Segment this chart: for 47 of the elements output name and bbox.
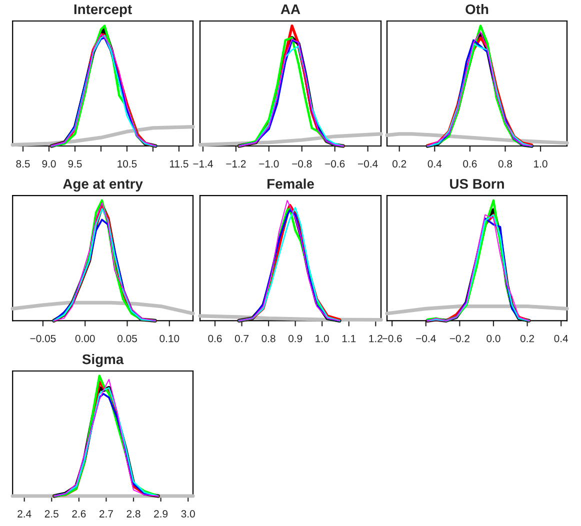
x-tick-label: −0.6 bbox=[382, 334, 402, 342]
x-tick-label: 1.2 bbox=[369, 334, 382, 342]
x-tick-label: 1.0 bbox=[534, 160, 548, 168]
x-tick-label: 2.9 bbox=[154, 510, 168, 518]
x-tick-label: 2.8 bbox=[126, 510, 140, 518]
x-tick-label: −1.4 bbox=[193, 160, 213, 168]
chart-title: Age at entry bbox=[63, 179, 143, 192]
x-tick-label: 1.0 bbox=[316, 334, 329, 342]
chart-title: Sigma bbox=[82, 354, 124, 367]
x-tick-label: 0.6 bbox=[463, 160, 477, 168]
x-tick-label: 0.4 bbox=[554, 334, 568, 342]
x-tick-label: 10.5 bbox=[118, 160, 137, 168]
x-tick-label: 2.7 bbox=[99, 510, 113, 518]
x-tick-label: 0.8 bbox=[262, 334, 276, 342]
chart-title: Female bbox=[268, 178, 314, 189]
x-tick-label: 0.9 bbox=[288, 334, 302, 342]
x-tick-label: −1.0 bbox=[259, 160, 279, 168]
x-tick-label: −0.8 bbox=[292, 160, 312, 168]
x-tick-label: 2.5 bbox=[44, 510, 58, 518]
x-tick-label: 0.10 bbox=[160, 334, 180, 342]
x-tick-label: 0.2 bbox=[392, 160, 406, 168]
x-tick-label: 11.5 bbox=[170, 160, 188, 168]
x-tick-label: 0.8 bbox=[498, 160, 512, 168]
x-tick-label: 2.6 bbox=[72, 510, 86, 518]
x-tick-label: 9.0 bbox=[42, 160, 56, 168]
chart-title: AA bbox=[280, 4, 300, 14]
x-tick-label: 0.7 bbox=[234, 334, 248, 342]
x-tick-label: −0.4 bbox=[416, 334, 436, 342]
x-tick-label: 2.4 bbox=[18, 510, 32, 518]
x-tick-label: 0.2 bbox=[520, 334, 534, 342]
x-tick-label: 0.0 bbox=[486, 334, 500, 342]
x-tick-label: 0.4 bbox=[428, 160, 442, 168]
chart-title: US Born bbox=[450, 178, 504, 189]
chart-title: Intercept bbox=[74, 4, 132, 17]
x-tick-label: 3.0 bbox=[181, 510, 195, 518]
x-tick-label: 1.1 bbox=[342, 334, 356, 342]
chart-title: Oth bbox=[466, 4, 488, 14]
x-tick-label: 0.00 bbox=[75, 334, 95, 342]
x-tick-label: 0.05 bbox=[118, 334, 137, 342]
x-tick-label: 8.5 bbox=[16, 160, 30, 168]
x-tick-label: 0.6 bbox=[208, 334, 222, 342]
x-tick-label: −0.6 bbox=[325, 160, 345, 168]
x-tick-label: −0.05 bbox=[30, 334, 56, 342]
x-tick-label: −0.2 bbox=[450, 334, 470, 342]
x-tick-label: 9.5 bbox=[68, 160, 82, 168]
x-tick-label: −0.4 bbox=[358, 160, 378, 168]
x-tick-label: −1.2 bbox=[226, 160, 246, 168]
